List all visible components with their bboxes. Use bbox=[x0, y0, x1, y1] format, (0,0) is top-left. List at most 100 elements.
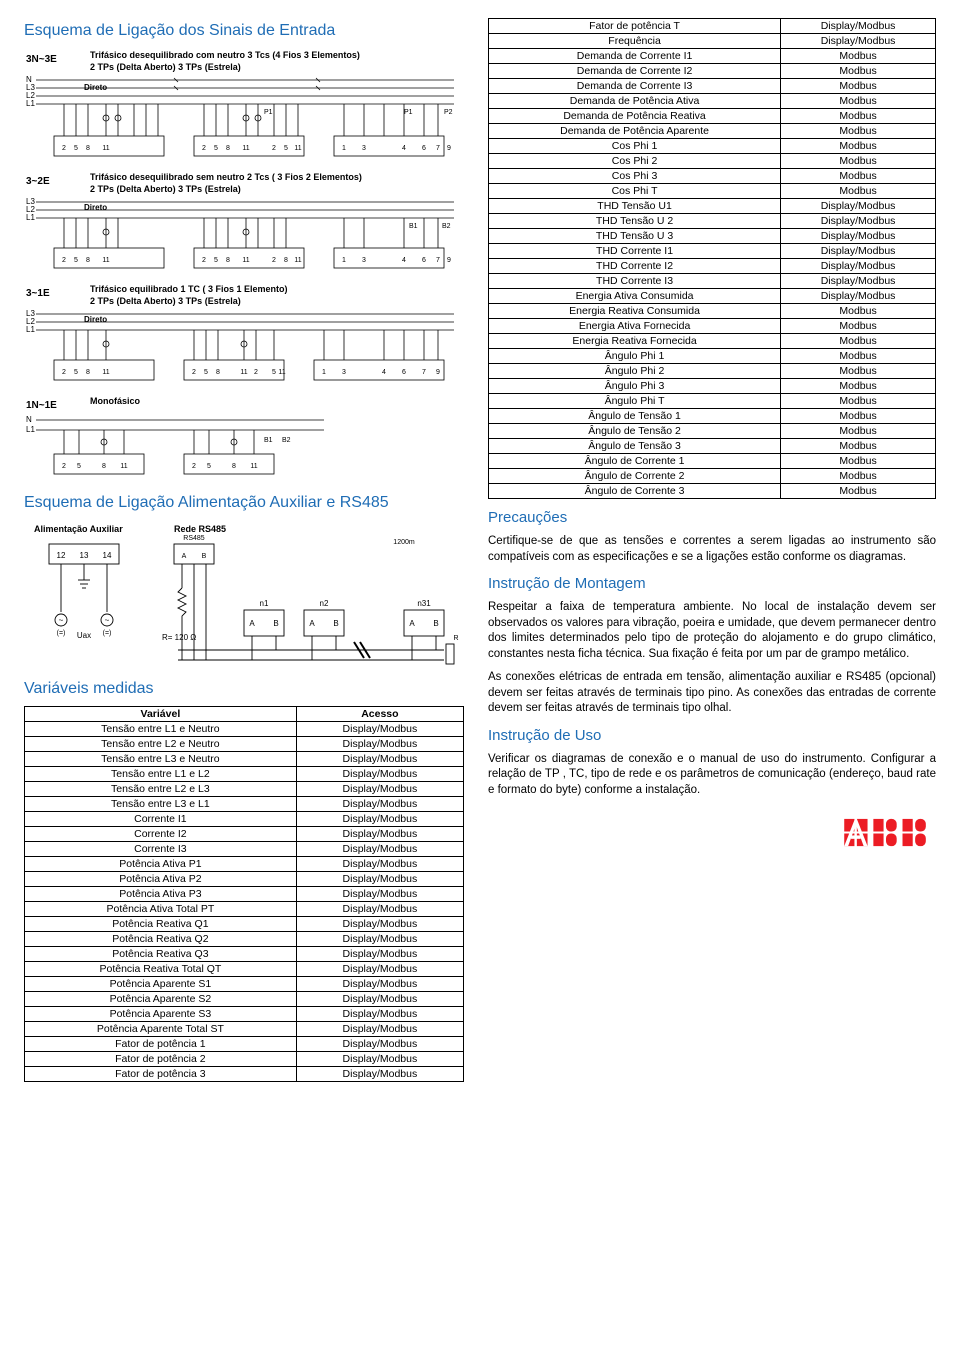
svg-text:13: 13 bbox=[80, 551, 89, 560]
table-cell: Display/Modbus bbox=[781, 19, 936, 34]
table-cell: Modbus bbox=[781, 64, 936, 79]
table-row: Tensão entre L3 e NeutroDisplay/Modbus bbox=[25, 752, 464, 767]
table-row: Demanda de Corrente I3Modbus bbox=[489, 79, 936, 94]
table-cell: Display/Modbus bbox=[296, 722, 463, 737]
svg-text:3: 3 bbox=[342, 369, 346, 376]
table-row: Ângulo de Tensão 2Modbus bbox=[489, 424, 936, 439]
table-cell: Display/Modbus bbox=[296, 902, 463, 917]
heading-uso: Instrução de Uso bbox=[488, 727, 936, 744]
heading-entrada: Esquema de Ligação dos Sinais de Entrada bbox=[24, 22, 464, 40]
table-cell: Modbus bbox=[781, 184, 936, 199]
svg-text:3N~3E: 3N~3E bbox=[26, 54, 57, 65]
svg-text:8: 8 bbox=[226, 145, 230, 152]
table-row: Potência Reativa Q3Display/Modbus bbox=[25, 947, 464, 962]
svg-text:A: A bbox=[249, 619, 255, 628]
right-variables-table: Fator de potência TDisplay/ModbusFrequên… bbox=[488, 18, 936, 499]
table-cell: Cos Phi 1 bbox=[489, 139, 781, 154]
table-cell: Tensão entre L3 e Neutro bbox=[25, 752, 297, 767]
montagem-text-2: As conexões elétricas de entrada em tens… bbox=[488, 670, 936, 717]
table-cell: Display/Modbus bbox=[296, 752, 463, 767]
table-cell: Ângulo Phi 3 bbox=[489, 379, 781, 394]
svg-text:RS485: RS485 bbox=[183, 535, 205, 542]
svg-text:B: B bbox=[333, 619, 338, 628]
table-cell: Display/Modbus bbox=[296, 1067, 463, 1082]
table-row: Tensão entre L2 e L3Display/Modbus bbox=[25, 782, 464, 797]
table-row: Ângulo de Corrente 1Modbus bbox=[489, 454, 936, 469]
svg-text:A: A bbox=[309, 619, 315, 628]
table-cell: Modbus bbox=[781, 304, 936, 319]
table-row: THD Corrente I1Display/Modbus bbox=[489, 244, 936, 259]
svg-text:11: 11 bbox=[294, 257, 301, 264]
svg-text:9: 9 bbox=[436, 369, 440, 376]
table-cell: Modbus bbox=[781, 424, 936, 439]
table-row: Corrente I3Display/Modbus bbox=[25, 842, 464, 857]
table-cell: THD Corrente I1 bbox=[489, 244, 781, 259]
table-cell: Display/Modbus bbox=[296, 872, 463, 887]
svg-text:11: 11 bbox=[102, 145, 109, 152]
table-row: Energia Ativa FornecidaModbus bbox=[489, 319, 936, 334]
table-row: Potência Aparente Total STDisplay/Modbus bbox=[25, 1022, 464, 1037]
svg-text:11: 11 bbox=[250, 463, 257, 470]
wiring-diagram-3-1e: 3~1E Trifásico equilibrado 1 TC ( 3 Fios… bbox=[24, 282, 464, 392]
svg-text:6: 6 bbox=[402, 369, 406, 376]
table-row: Fator de potência 1Display/Modbus bbox=[25, 1037, 464, 1052]
table-row: Potência Reativa Q2Display/Modbus bbox=[25, 932, 464, 947]
svg-text:2: 2 bbox=[62, 257, 66, 264]
table-cell: Potência Ativa Total PT bbox=[25, 902, 297, 917]
table-cell: Display/Modbus bbox=[781, 244, 936, 259]
table-row: FrequênciaDisplay/Modbus bbox=[489, 34, 936, 49]
svg-text:4: 4 bbox=[382, 369, 386, 376]
svg-text:L1: L1 bbox=[26, 99, 35, 108]
table-row: Tensão entre L1 e NeutroDisplay/Modbus bbox=[25, 722, 464, 737]
table-row: Potência Ativa P1Display/Modbus bbox=[25, 857, 464, 872]
svg-text:5: 5 bbox=[74, 369, 78, 376]
svg-text:5: 5 bbox=[214, 145, 218, 152]
svg-text:L1: L1 bbox=[26, 325, 35, 334]
table-cell: Display/Modbus bbox=[781, 229, 936, 244]
table-cell: Tensão entre L3 e L1 bbox=[25, 797, 297, 812]
svg-text:11: 11 bbox=[294, 145, 301, 152]
table-row: Tensão entre L2 e NeutroDisplay/Modbus bbox=[25, 737, 464, 752]
svg-text:4: 4 bbox=[402, 145, 406, 152]
table-cell: Tensão entre L1 e L2 bbox=[25, 767, 297, 782]
svg-text:2: 2 bbox=[272, 145, 276, 152]
table-cell: Potência Reativa Q3 bbox=[25, 947, 297, 962]
svg-text:12: 12 bbox=[57, 551, 66, 560]
svg-text:5: 5 bbox=[204, 369, 208, 376]
table-cell: Display/Modbus bbox=[296, 887, 463, 902]
table-cell: Display/Modbus bbox=[296, 842, 463, 857]
table-cell: Display/Modbus bbox=[296, 857, 463, 872]
table-cell: Ângulo de Corrente 2 bbox=[489, 469, 781, 484]
table-cell: Display/Modbus bbox=[781, 199, 936, 214]
heading-precautions: Precauções bbox=[488, 509, 936, 526]
svg-text:7: 7 bbox=[436, 257, 440, 264]
table-cell: THD Tensão U 3 bbox=[489, 229, 781, 244]
table-row: Demanda de Corrente I2Modbus bbox=[489, 64, 936, 79]
table-row: Fator de potência 2Display/Modbus bbox=[25, 1052, 464, 1067]
svg-text:14: 14 bbox=[103, 551, 112, 560]
table-cell: Potência Aparente Total ST bbox=[25, 1022, 297, 1037]
svg-text:n31: n31 bbox=[417, 599, 431, 608]
table-cell: Demanda de Potência Ativa bbox=[489, 94, 781, 109]
svg-text:8: 8 bbox=[284, 257, 288, 264]
table-row: Potência Aparente S1Display/Modbus bbox=[25, 977, 464, 992]
svg-text:2: 2 bbox=[192, 463, 196, 470]
table-row: Ângulo Phi TModbus bbox=[489, 394, 936, 409]
precautions-text: Certifique-se de que as tensões e corren… bbox=[488, 534, 936, 565]
table-cell: Modbus bbox=[781, 94, 936, 109]
svg-text:A: A bbox=[409, 619, 415, 628]
table-cell: THD Corrente I3 bbox=[489, 274, 781, 289]
table-cell: Modbus bbox=[781, 124, 936, 139]
table-cell: Modbus bbox=[781, 319, 936, 334]
svg-text:N: N bbox=[26, 415, 32, 424]
table-cell: Display/Modbus bbox=[296, 962, 463, 977]
table-row: Tensão entre L1 e L2Display/Modbus bbox=[25, 767, 464, 782]
table-cell: Display/Modbus bbox=[296, 947, 463, 962]
table-cell: Demanda de Corrente I3 bbox=[489, 79, 781, 94]
svg-text:2: 2 bbox=[272, 257, 276, 264]
table-cell: Display/Modbus bbox=[781, 214, 936, 229]
svg-text:B2: B2 bbox=[282, 437, 291, 444]
svg-text:L1: L1 bbox=[26, 425, 35, 434]
svg-text:8: 8 bbox=[86, 369, 90, 376]
svg-text:A: A bbox=[182, 553, 187, 560]
